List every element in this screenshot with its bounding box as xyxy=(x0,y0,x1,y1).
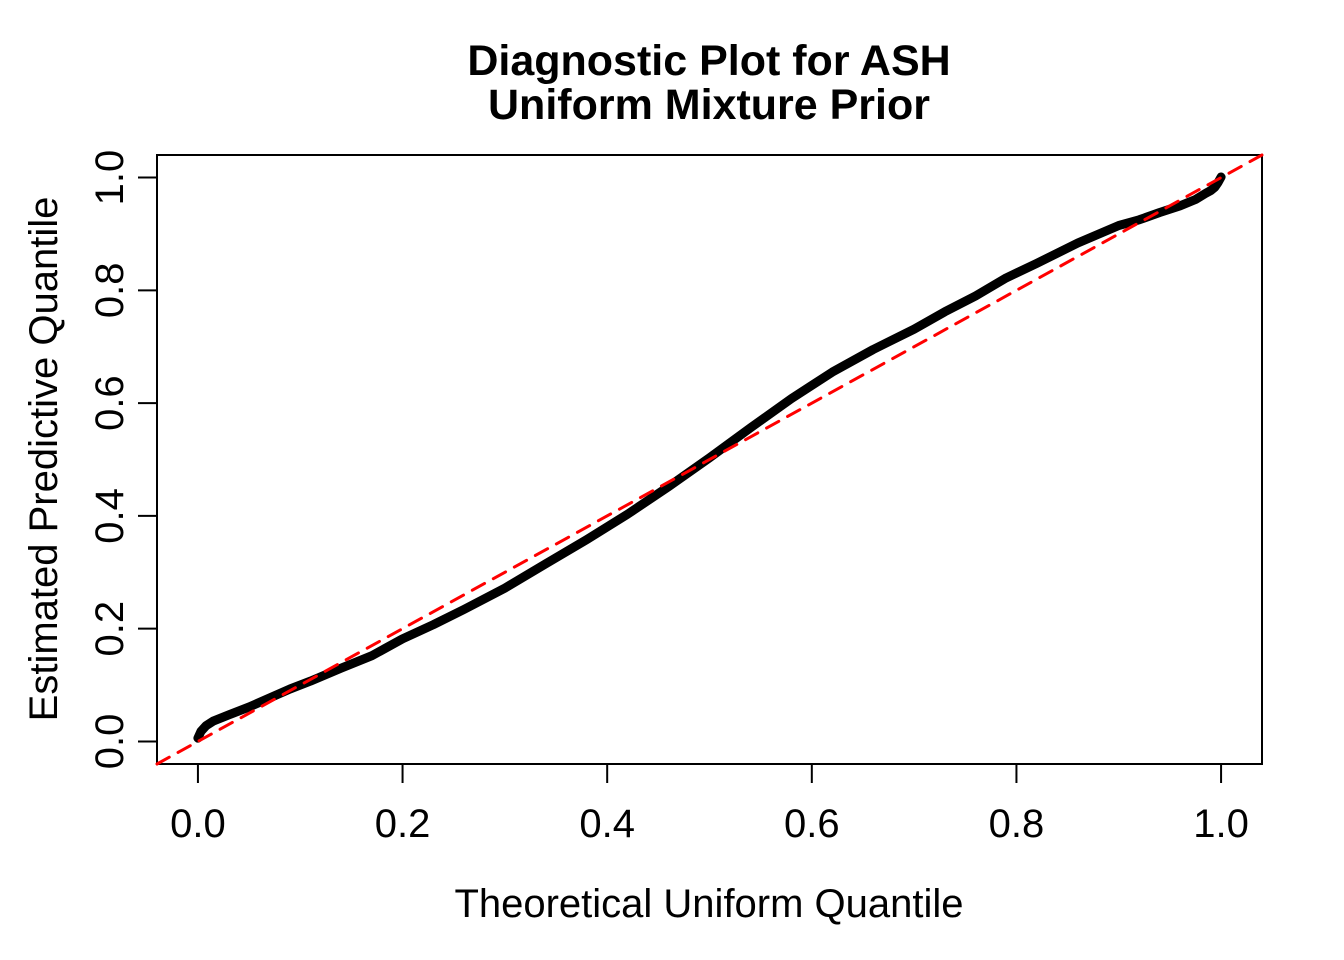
y-tick-label: 0.8 xyxy=(88,263,132,319)
x-tick-label: 1.0 xyxy=(1193,802,1249,846)
reference-diagonal-line xyxy=(155,153,1264,766)
x-tick-label: 0.6 xyxy=(784,802,840,846)
y-tick-label: 1.0 xyxy=(88,150,132,206)
y-tick-label: 0.2 xyxy=(88,601,132,657)
plot-dynamic-layer: 0.0 0.2 0.4 0.6 0.8 1.0 0.0 0.2 0.4 0.6 0.8 1.0 xyxy=(88,150,1264,846)
chart-title: Diagnostic Plot for ASH xyxy=(467,37,950,85)
x-tick-label: 0.8 xyxy=(989,802,1045,846)
x-tick-label: 0.0 xyxy=(170,802,226,846)
estimated-predictive-quantiles-line xyxy=(193,172,1226,743)
y-tick-label: 0.4 xyxy=(88,488,132,544)
y-axis-title: Estimated Predictive Quantile xyxy=(22,197,66,722)
chart-subtitle: Uniform Mixture Prior xyxy=(488,81,930,129)
y-tick-label: 0.0 xyxy=(88,714,132,770)
x-tick-label: 0.2 xyxy=(375,802,431,846)
x-axis-title: Theoretical Uniform Quantile xyxy=(454,882,963,926)
y-tick-label: 0.6 xyxy=(88,375,132,431)
plot-box xyxy=(156,154,1263,765)
x-tick-label: 0.4 xyxy=(579,802,635,846)
